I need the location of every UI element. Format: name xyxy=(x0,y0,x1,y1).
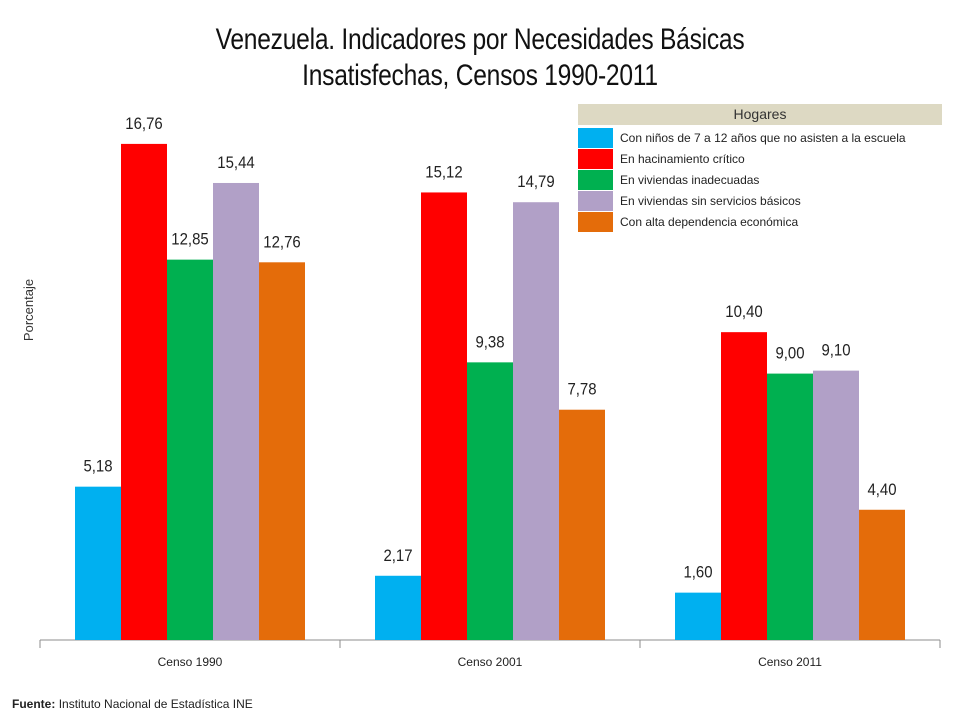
legend-swatch xyxy=(578,148,613,169)
y-axis-label: Porcentaje xyxy=(21,279,36,341)
bar-3-2 xyxy=(467,362,513,640)
data-label: 15,44 xyxy=(217,154,255,172)
legend-entries: Con niños de 7 a 12 años que no asisten … xyxy=(578,127,942,232)
legend-swatch xyxy=(578,127,613,148)
x-tick-label: Censo 1990 xyxy=(158,655,223,669)
bar-2-2 xyxy=(421,192,467,640)
data-label: 4,40 xyxy=(867,481,896,499)
bar-4-3 xyxy=(813,370,859,640)
legend-item: Con alta dependencia económica xyxy=(578,211,942,232)
x-tick-label: Censo 2001 xyxy=(458,655,523,669)
legend-title: Hogares xyxy=(578,104,942,125)
data-label: 5,18 xyxy=(83,458,112,476)
bar-4-2 xyxy=(513,202,559,640)
data-label: 9,00 xyxy=(775,345,804,363)
legend-label: Con alta dependencia económica xyxy=(620,214,799,229)
legend-label: Con niños de 7 a 12 años que no asisten … xyxy=(620,130,906,145)
legend-item: Con niños de 7 a 12 años que no asisten … xyxy=(578,127,942,148)
bar-2-1 xyxy=(121,143,167,641)
source-label: Fuente: xyxy=(12,697,56,711)
x-tick-label: Censo 2011 xyxy=(758,655,822,669)
chart-title-line-1: Venezuela. Indicadores por Necesidades B… xyxy=(215,23,745,56)
legend-label: En hacinamiento crítico xyxy=(620,151,745,166)
data-label: 12,85 xyxy=(171,231,209,249)
source-note: Fuente: Instituto Nacional de Estadístic… xyxy=(12,697,253,711)
chart-title-line-2: Insatisfechas, Censos 1990-2011 xyxy=(302,59,658,92)
bar-3-3 xyxy=(767,373,813,640)
bar-1-2 xyxy=(375,575,421,640)
data-label: 2,17 xyxy=(383,547,412,565)
bar-5-1 xyxy=(259,262,305,640)
bar-3-1 xyxy=(167,259,213,640)
legend-swatch xyxy=(578,169,613,190)
bar-2-3 xyxy=(721,332,767,640)
data-label: 14,79 xyxy=(517,173,555,191)
data-label: 15,12 xyxy=(425,164,463,182)
bar-4-1 xyxy=(213,182,259,640)
chart-title: Venezuela. Indicadores por Necesidades B… xyxy=(86,22,873,94)
data-label: 9,10 xyxy=(821,342,850,360)
legend-item: En viviendas sin servicios básicos xyxy=(578,190,942,211)
legend-swatch xyxy=(578,211,613,232)
bar-1-1 xyxy=(75,486,121,640)
legend-item: En hacinamiento crítico xyxy=(578,148,942,169)
data-label: 10,40 xyxy=(725,303,763,321)
bar-5-3 xyxy=(859,509,905,640)
data-label: 12,76 xyxy=(263,234,301,252)
data-label: 1,60 xyxy=(683,564,712,582)
legend: Hogares Con niños de 7 a 12 años que no … xyxy=(578,104,942,232)
data-label: 9,38 xyxy=(475,334,504,352)
bar-5-2 xyxy=(559,409,605,640)
bar-1-3 xyxy=(675,592,721,640)
data-label: 7,78 xyxy=(567,381,596,399)
legend-item: En viviendas inadecuadas xyxy=(578,169,942,190)
source-text: Instituto Nacional de Estadística INE xyxy=(58,697,253,711)
legend-label: En viviendas sin servicios básicos xyxy=(620,193,801,208)
data-label: 16,76 xyxy=(125,115,163,133)
legend-swatch xyxy=(578,190,613,211)
legend-label: En viviendas inadecuadas xyxy=(620,172,760,187)
